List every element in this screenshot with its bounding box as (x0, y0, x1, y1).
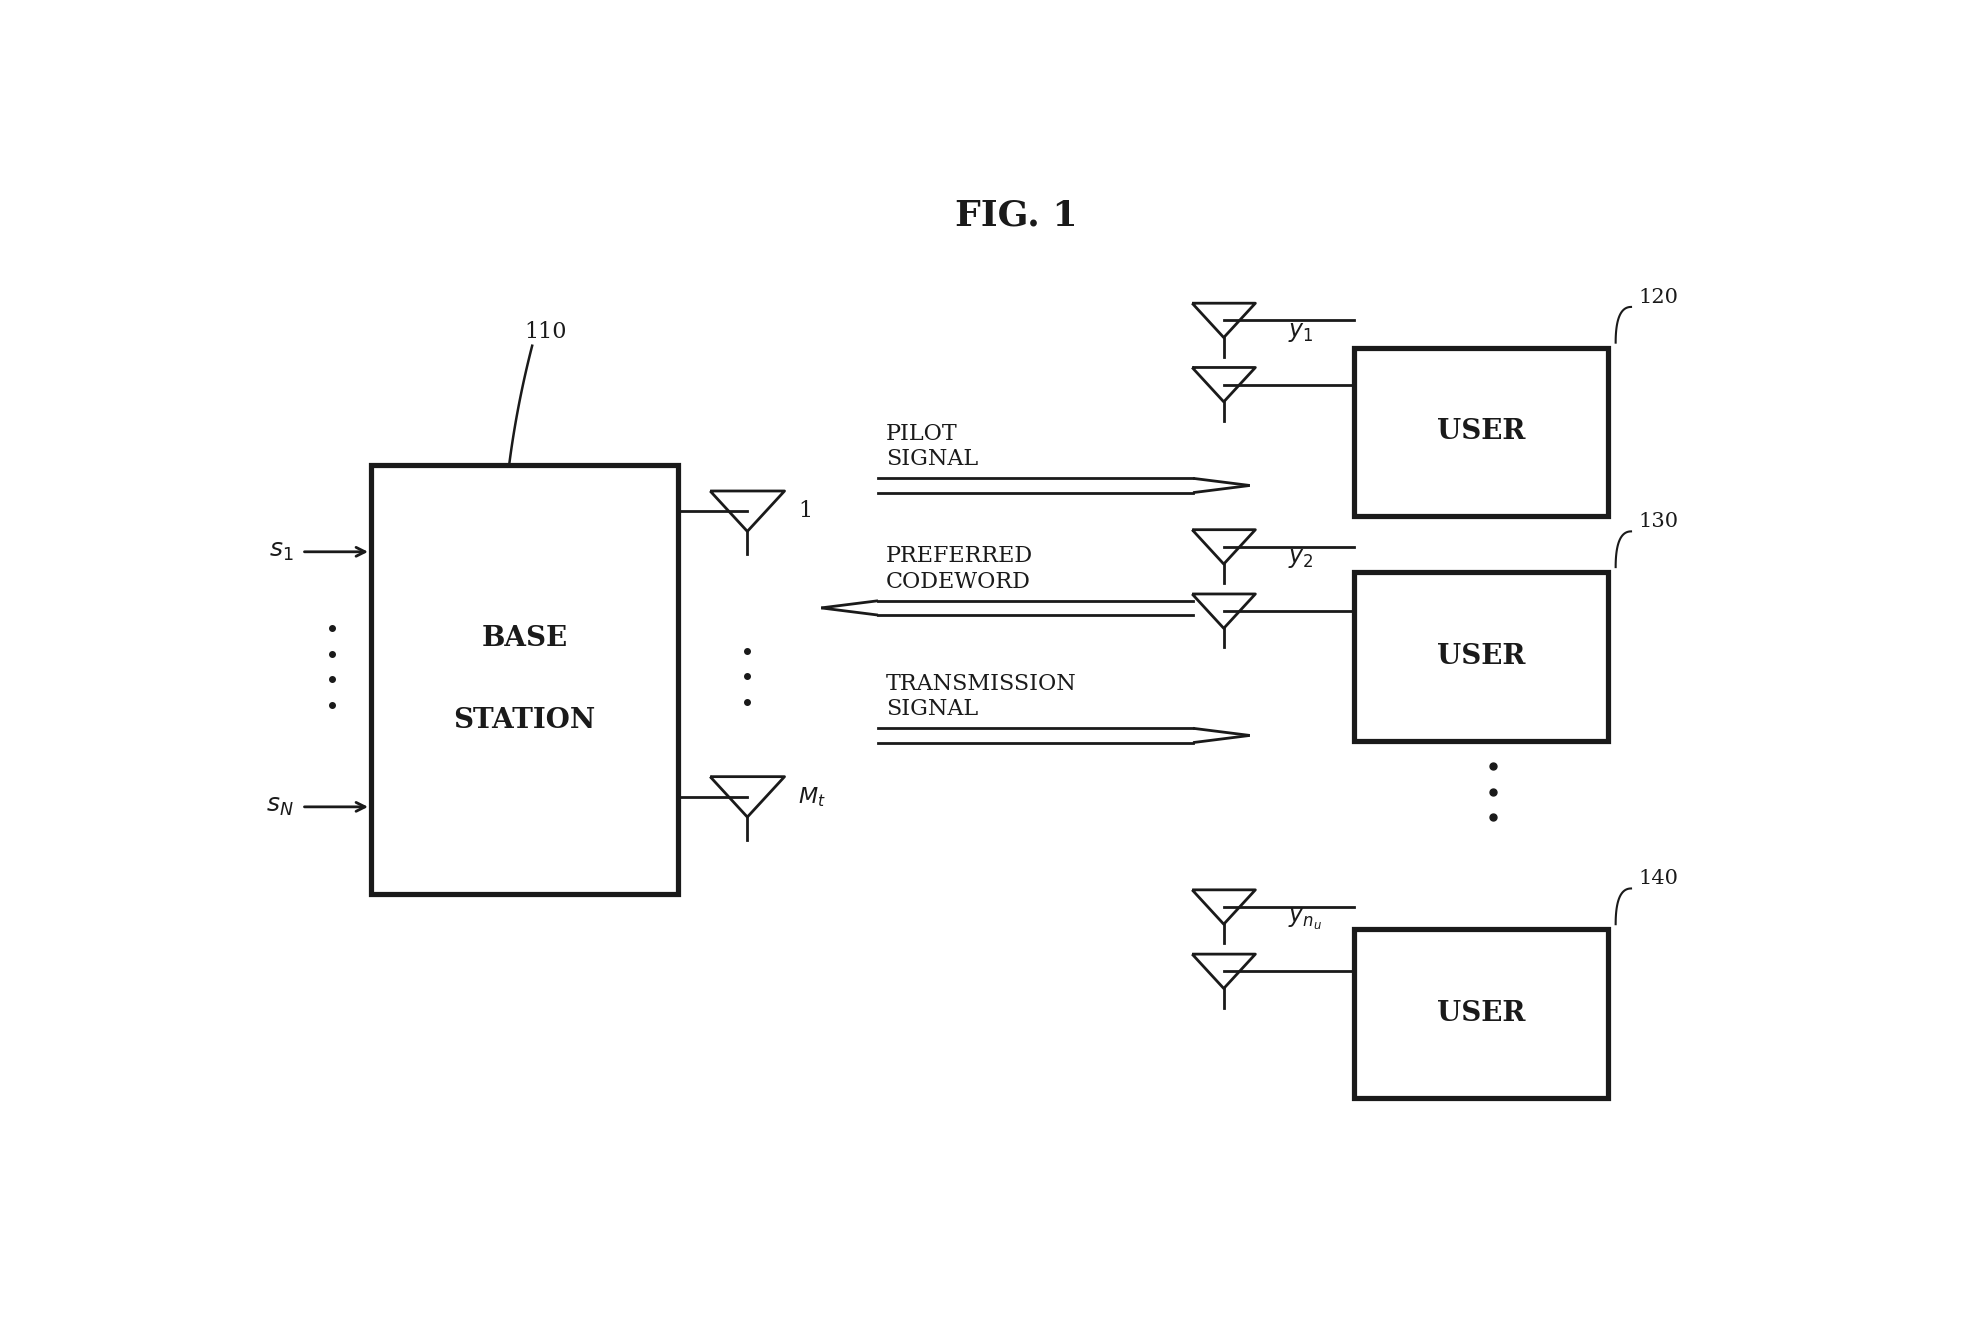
Text: $s_N$: $s_N$ (266, 795, 293, 819)
Text: FIG. 1: FIG. 1 (955, 199, 1076, 232)
Text: 140: 140 (1637, 869, 1679, 889)
Text: 130: 130 (1637, 513, 1679, 531)
Bar (1354, 347, 1607, 517)
Text: STATION: STATION (454, 706, 595, 734)
Text: BASE: BASE (482, 625, 567, 652)
Text: 1: 1 (797, 501, 813, 522)
Text: USER: USER (1437, 419, 1524, 445)
Bar (1354, 572, 1607, 741)
Text: PILOT: PILOT (886, 423, 957, 445)
Bar (371, 465, 678, 893)
Text: USER: USER (1437, 1000, 1524, 1027)
Text: USER: USER (1437, 643, 1524, 670)
Text: $y_2$: $y_2$ (1288, 547, 1314, 571)
Text: SIGNAL: SIGNAL (886, 698, 977, 721)
Text: CODEWORD: CODEWORD (886, 571, 1031, 592)
Text: 120: 120 (1637, 288, 1679, 307)
Text: SIGNAL: SIGNAL (886, 448, 977, 470)
Text: $y_{n_u}$: $y_{n_u}$ (1288, 906, 1322, 931)
Bar (1354, 929, 1607, 1097)
Text: 110: 110 (523, 321, 567, 343)
Text: $M_t$: $M_t$ (797, 784, 825, 808)
Text: PREFERRED: PREFERRED (886, 545, 1033, 567)
Text: TRANSMISSION: TRANSMISSION (886, 673, 1076, 694)
Text: $y_1$: $y_1$ (1288, 321, 1314, 344)
Text: $s_1$: $s_1$ (270, 541, 293, 563)
